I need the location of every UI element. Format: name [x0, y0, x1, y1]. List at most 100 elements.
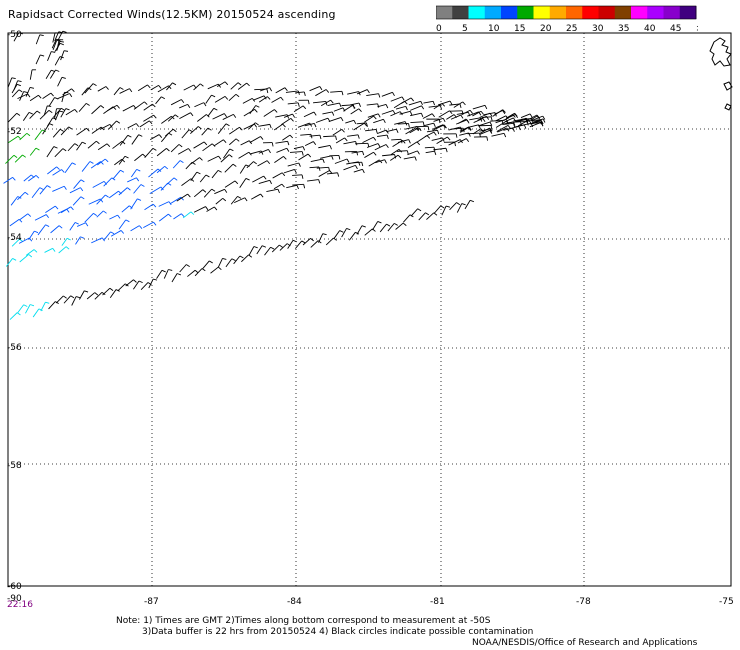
- wind-barb-flag: [373, 151, 377, 156]
- wind-barb: [67, 143, 76, 152]
- wind-barb: [272, 172, 283, 179]
- wind-barb: [376, 129, 387, 135]
- wind-barb-flag: [512, 127, 515, 132]
- wind-barb-flag: [158, 134, 163, 138]
- wind-barb: [179, 112, 191, 119]
- wind-barb-flag: [218, 155, 222, 160]
- wind-barb-flag: [260, 193, 264, 198]
- wind-barb: [81, 87, 89, 96]
- wind-barb-flag: [18, 32, 23, 35]
- wind-barb-flag: [80, 187, 84, 192]
- wind-barb-flag: [518, 126, 521, 131]
- colorbar-swatch: [663, 6, 681, 19]
- wind-barb: [3, 176, 13, 184]
- wind-barb-flag: [147, 84, 151, 89]
- wind-barb-flag: [34, 230, 39, 234]
- wind-barb: [531, 115, 543, 122]
- wind-barb-flag: [396, 128, 399, 133]
- wind-barb-flag: [529, 113, 533, 118]
- coastline-fragment: [709, 37, 732, 67]
- wind-barb: [234, 197, 246, 204]
- wind-barb: [310, 158, 323, 163]
- wind-barb-flag: [489, 112, 493, 117]
- wind-barb-flag: [33, 249, 38, 253]
- wind-barb-flag: [421, 105, 425, 110]
- wind-barb: [69, 222, 76, 231]
- wind-barb: [18, 237, 30, 244]
- wind-barb: [35, 34, 41, 45]
- wind-barb: [349, 102, 360, 106]
- wind-barb: [96, 194, 106, 205]
- wind-barb-flag: [49, 123, 54, 126]
- wind-barb: [316, 166, 329, 169]
- wind-barb-flag: [361, 162, 364, 167]
- wind-barb-flag: [337, 172, 340, 177]
- wind-barb-flag: [63, 50, 69, 52]
- wind-barb-flag: [456, 202, 461, 206]
- wind-barb: [448, 126, 461, 131]
- wind-barb-flag: [148, 120, 153, 125]
- wind-barb: [332, 128, 343, 136]
- wind-barb-flag: [361, 225, 366, 228]
- wind-barb: [52, 129, 61, 138]
- wind-barb: [173, 213, 182, 220]
- wind-barb-flag: [244, 197, 248, 202]
- wind-barb: [5, 154, 15, 164]
- wind-barb-flag: [81, 141, 86, 145]
- wind-barb: [433, 205, 442, 214]
- wind-barb-flag: [171, 115, 175, 120]
- wind-barb: [230, 82, 239, 90]
- wind-barb-flag: [45, 301, 50, 304]
- wind-barb-flag: [54, 97, 59, 100]
- wind-barb: [29, 94, 39, 102]
- colorbar-label: 15: [514, 24, 525, 34]
- wind-barb: [193, 189, 204, 198]
- wind-barb-flag: [461, 203, 466, 206]
- wind-barb-flag: [101, 237, 105, 242]
- wind-barb: [426, 129, 438, 133]
- wind-barb-flag: [294, 169, 297, 174]
- wind-barb: [273, 183, 283, 190]
- wind-barb-flag: [200, 83, 204, 87]
- wind-barb-flag: [87, 87, 92, 91]
- wind-barb-flag: [168, 213, 172, 218]
- wind-barb-flag: [319, 135, 322, 140]
- wind-barb-flag: [211, 143, 216, 147]
- wind-barb: [364, 151, 374, 158]
- colorbar-swatch: [566, 6, 583, 19]
- wind-barb-flag: [362, 151, 365, 156]
- wind-barb: [424, 146, 435, 149]
- wind-barb: [61, 92, 65, 103]
- wind-barb: [410, 112, 422, 117]
- wind-barb-flag: [401, 96, 405, 101]
- wind-barb-flag: [53, 146, 58, 149]
- wind-barb: [194, 102, 204, 108]
- wind-barb: [461, 109, 471, 116]
- wind-barb: [155, 96, 162, 105]
- wind-barb: [211, 170, 219, 179]
- wind-barb: [167, 114, 176, 122]
- wind-barb-flag: [346, 158, 350, 163]
- wind-barb-flag: [201, 268, 206, 272]
- wind-barb: [410, 208, 419, 217]
- wind-barb: [433, 117, 444, 122]
- wind-barb: [157, 85, 169, 93]
- wind-barb-flag: [409, 111, 413, 116]
- wind-barb-flag: [437, 130, 440, 135]
- wind-barb: [50, 225, 60, 234]
- wind-barb-flag: [486, 116, 490, 120]
- wind-barb: [73, 179, 82, 189]
- wind-barb-flag: [137, 198, 142, 201]
- wind-barb-flag: [384, 159, 387, 164]
- wind-barb-flag: [375, 129, 378, 134]
- wind-barb: [325, 237, 334, 246]
- wind-barb-flag: [292, 239, 297, 243]
- wind-barb: [403, 156, 416, 160]
- wind-barb-flag: [377, 143, 381, 148]
- wind-barb: [478, 121, 491, 127]
- wind-barb: [494, 110, 503, 115]
- wind-barb-flag: [478, 111, 482, 116]
- wind-barb: [43, 105, 48, 116]
- wind-barb: [257, 160, 268, 167]
